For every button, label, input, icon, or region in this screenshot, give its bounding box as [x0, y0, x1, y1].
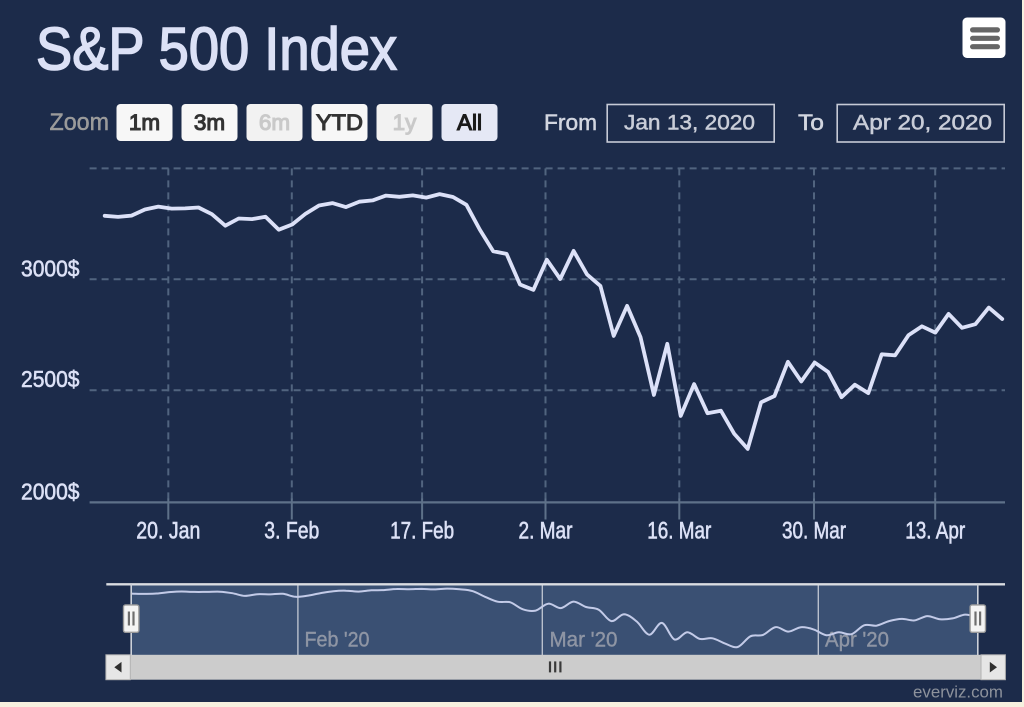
svg-text:2500$: 2500$ [21, 366, 80, 392]
svg-text:2. Mar: 2. Mar [519, 518, 573, 545]
svg-text:16. Mar: 16. Mar [647, 518, 711, 545]
svg-text:everviz.com: everviz.com [913, 684, 1003, 702]
svg-text:3m: 3m [194, 110, 225, 135]
svg-text:13. Apr: 13. Apr [905, 518, 965, 545]
svg-text:3000$: 3000$ [21, 256, 80, 282]
svg-text:Jan 13, 2020: Jan 13, 2020 [624, 111, 755, 135]
svg-text:From: From [544, 110, 597, 135]
svg-text:Apr 20, 2020: Apr 20, 2020 [853, 111, 992, 135]
svg-text:YTD: YTD [316, 110, 363, 135]
svg-text:To: To [798, 110, 824, 135]
svg-text:30. Mar: 30. Mar [782, 518, 846, 545]
svg-text:Zoom: Zoom [50, 109, 110, 136]
svg-text:S&P 500 Index: S&P 500 Index [36, 15, 397, 82]
svg-text:6m: 6m [259, 110, 290, 135]
svg-text:2000$: 2000$ [21, 479, 80, 505]
svg-text:Mar '20: Mar '20 [550, 628, 618, 652]
svg-text:1y: 1y [393, 110, 418, 135]
svg-text:3. Feb: 3. Feb [264, 518, 319, 545]
svg-text:1m: 1m [129, 110, 160, 135]
svg-text:17. Feb: 17. Feb [390, 518, 454, 545]
svg-text:All: All [457, 110, 482, 135]
svg-text:Feb '20: Feb '20 [305, 628, 370, 652]
svg-text:20. Jan: 20. Jan [136, 518, 200, 545]
